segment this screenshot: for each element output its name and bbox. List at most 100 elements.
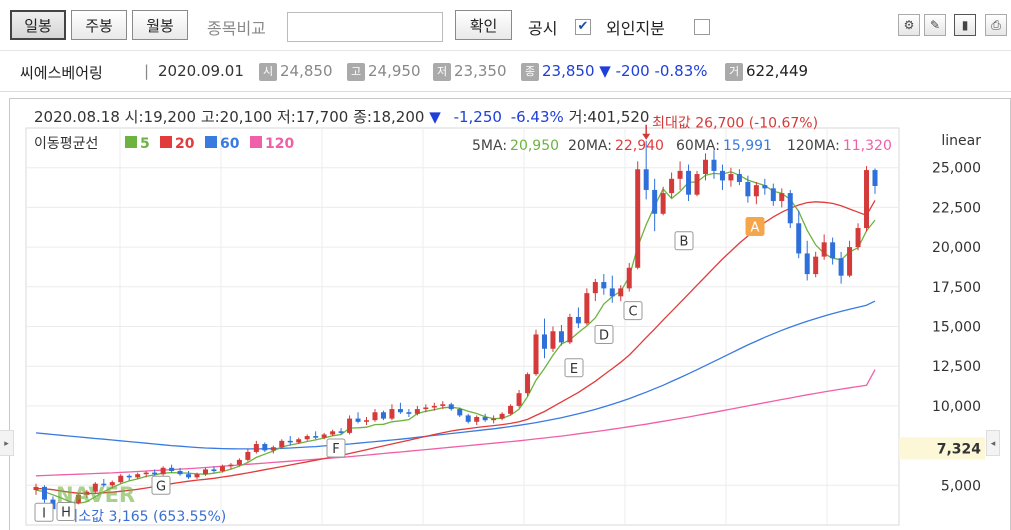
candle-body [736, 174, 742, 182]
settings-icon[interactable]: ⚙ [898, 14, 920, 36]
current-price-box [899, 437, 985, 460]
ma-value-readout: 5MA: 20,950 [472, 138, 559, 154]
y-tick-label: 22,500 [932, 200, 981, 216]
low-text: 23,350 [454, 62, 507, 80]
candle-body [270, 447, 276, 451]
chart-type-icon[interactable]: ▮ [954, 14, 976, 36]
hover-readout: 2020.08.18 시:19,200 고:20,100 저:17,700 종:… [34, 106, 649, 127]
legend-swatch [125, 136, 137, 148]
candle-body [482, 417, 488, 421]
legend-swatch [250, 136, 262, 148]
candle-body [753, 185, 759, 197]
candle-body [474, 417, 480, 422]
daily-button[interactable]: 일봉 [10, 10, 66, 40]
hover-change: -1,250 [453, 108, 502, 126]
disclosure-label: 공시 [528, 19, 558, 38]
hover-volume: 401,520 [587, 108, 650, 126]
stock-date: 2020.09.01 [158, 62, 244, 80]
candle-body [457, 409, 463, 416]
compare-label: 종목비교 [207, 19, 266, 38]
candle-body [143, 472, 149, 475]
candle-body [287, 440, 293, 443]
event-marker-e [564, 358, 584, 378]
hover-down-arrow-icon: ▼ [429, 108, 441, 126]
candle-body [541, 334, 547, 349]
open-text: 24,850 [280, 62, 333, 80]
legend-label: 5 [140, 136, 150, 152]
down-arrow-icon: ▼ [599, 62, 611, 80]
disclosure-checkbox[interactable]: ✔ [575, 19, 591, 35]
candle-body [177, 471, 183, 475]
stock-info-bar: 씨에스베어링 | 2020.09.01 시 24,850 고 24,950 저 23,… [0, 51, 1011, 92]
volume-value: 거 622,449 [725, 62, 808, 81]
candle-body [397, 409, 403, 413]
event-marker-label: H [61, 506, 71, 521]
y-tick-label: 20,000 [932, 240, 981, 256]
candle-body [465, 415, 471, 422]
print-icon[interactable]: ⎙ [985, 14, 1007, 36]
candle-body [618, 288, 624, 297]
candle-body [33, 486, 39, 491]
candle-body [389, 409, 395, 419]
weekly-button[interactable]: 주봉 [71, 10, 127, 40]
y-tick-label: 17,500 [932, 280, 981, 296]
candle-body [380, 412, 386, 419]
candle-body [550, 331, 556, 349]
ma60-line [35, 300, 876, 450]
candle-body [855, 228, 861, 248]
ma-value-readout: 120MA: 11,320 [787, 138, 892, 154]
candle-body [236, 459, 242, 465]
candle-body [84, 491, 90, 495]
candle-body [728, 174, 734, 181]
candle-body [838, 258, 844, 276]
candle-body [643, 169, 649, 190]
candle-body [669, 178, 675, 194]
candle-body [338, 431, 344, 433]
volume-text: 622,449 [746, 62, 809, 80]
event-marker-h [56, 502, 76, 522]
open-badge: 시 [259, 63, 277, 81]
candle-body [499, 413, 505, 419]
pin-icon[interactable]: ✎ [924, 14, 946, 36]
volume-badge: 거 [725, 63, 743, 81]
candle-body [567, 316, 573, 343]
y-tick-label: 15,000 [932, 320, 981, 336]
hover-open-label: 시: [124, 108, 144, 126]
event-marker-label: I [42, 506, 46, 521]
candle-body [372, 412, 378, 421]
candle-body [304, 436, 310, 440]
ma20-line [35, 200, 876, 495]
hover-low-label: 저: [276, 108, 296, 126]
candle-body [202, 469, 208, 475]
candle-body [821, 242, 827, 257]
candle-body [508, 405, 514, 414]
monthly-button[interactable]: 월봉 [132, 10, 188, 40]
candle-body [160, 467, 166, 475]
left-scroll-arrow-icon[interactable]: ▸ [0, 430, 14, 456]
legend-label: 120 [265, 136, 294, 152]
candle-body [601, 282, 607, 289]
candle-body [423, 407, 429, 410]
candle-body [355, 418, 361, 422]
confirm-button[interactable]: 확인 [455, 10, 512, 40]
y-tick-label: 25,000 [932, 161, 981, 177]
candle-body [745, 181, 751, 197]
candle-body [152, 472, 158, 475]
candle-body [321, 434, 327, 438]
compare-input[interactable] [287, 12, 443, 42]
right-scroll-arrow-icon[interactable]: ◂ [986, 430, 1000, 456]
foreign-checkbox[interactable] [694, 19, 710, 35]
high-value: 고 24,950 [347, 62, 421, 81]
candle-body [525, 374, 531, 394]
hover-close: 18,200 [371, 108, 425, 126]
event-marker-b [674, 231, 694, 251]
candle-body [864, 170, 870, 229]
candle-body [830, 242, 836, 259]
hover-close-label: 종: [353, 108, 372, 126]
legend-label: 20 [175, 136, 195, 152]
scale-label: linear [941, 133, 981, 149]
candle-body [253, 444, 259, 452]
candle-body [101, 483, 107, 486]
candle-body [787, 193, 793, 224]
